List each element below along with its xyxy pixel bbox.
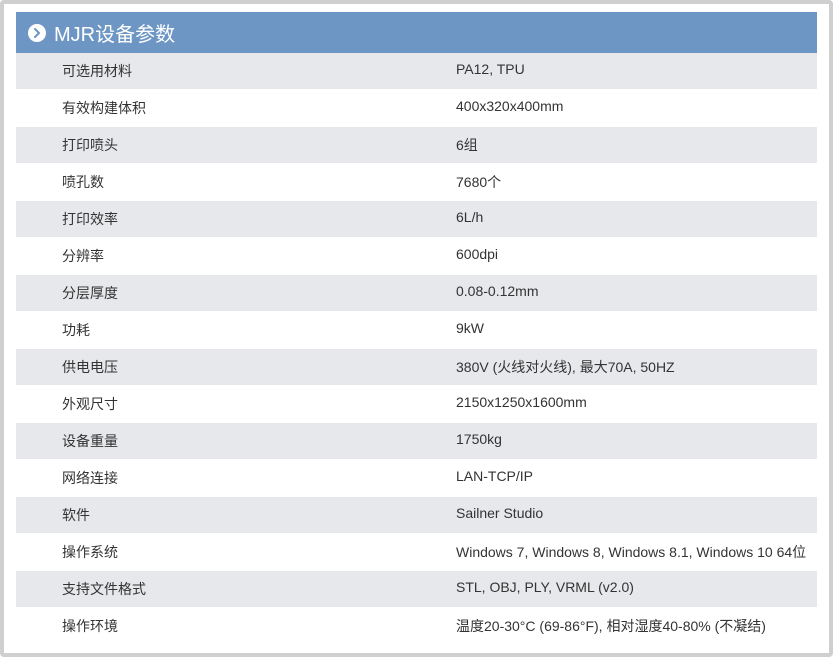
- spec-label: 打印喷头: [16, 127, 446, 163]
- table-row: 软件Sailner Studio: [16, 497, 817, 534]
- table-row: 供电电压380V (火线对火线), 最大70A, 50HZ: [16, 349, 817, 386]
- spec-label: 喷孔数: [16, 164, 446, 200]
- spec-value: 6L/h: [446, 201, 817, 237]
- spec-label: 有效构建体积: [16, 90, 446, 126]
- spec-label: 设备重量: [16, 423, 446, 459]
- spec-label: 功耗: [16, 312, 446, 348]
- table-row: 功耗9kW: [16, 312, 817, 349]
- spec-label: 操作系统: [16, 534, 446, 570]
- spec-value: STL, OBJ, PLY, VRML (v2.0): [446, 571, 817, 607]
- spec-value: PA12, TPU: [446, 53, 817, 89]
- table-row: 设备重量1750kg: [16, 423, 817, 460]
- spec-label: 分辨率: [16, 238, 446, 274]
- spec-label: 供电电压: [16, 349, 446, 385]
- table-row: 操作环境温度20-30°C (69-86°F), 相对湿度40-80% (不凝结…: [16, 608, 817, 645]
- spec-value: Windows 7, Windows 8, Windows 8.1, Windo…: [446, 534, 817, 570]
- spec-value: 9kW: [446, 312, 817, 348]
- table-header: MJR设备参数: [16, 12, 817, 53]
- table-row: 外观尺寸2150x1250x1600mm: [16, 386, 817, 423]
- spec-value: 600dpi: [446, 238, 817, 274]
- table-row: 网络连接LAN-TCP/IP: [16, 460, 817, 497]
- chevron-right-icon: [28, 24, 46, 42]
- spec-label: 外观尺寸: [16, 386, 446, 422]
- table-body: 可选用材料PA12, TPU有效构建体积400x320x400mm打印喷头6组喷…: [16, 53, 817, 645]
- table-row: 操作系统Windows 7, Windows 8, Windows 8.1, W…: [16, 534, 817, 571]
- spec-value: 0.08-0.12mm: [446, 275, 817, 311]
- spec-value: 380V (火线对火线), 最大70A, 50HZ: [446, 349, 817, 385]
- spec-label: 操作环境: [16, 608, 446, 644]
- table-row: 分层厚度0.08-0.12mm: [16, 275, 817, 312]
- spec-label: 支持文件格式: [16, 571, 446, 607]
- spec-value: 温度20-30°C (69-86°F), 相对湿度40-80% (不凝结): [446, 608, 817, 644]
- table-title: MJR设备参数: [54, 18, 175, 47]
- table-row: 可选用材料PA12, TPU: [16, 53, 817, 90]
- spec-label: 可选用材料: [16, 53, 446, 89]
- table-row: 打印效率6L/h: [16, 201, 817, 238]
- table-row: 分辨率600dpi: [16, 238, 817, 275]
- spec-value: Sailner Studio: [446, 497, 817, 533]
- spec-value: 7680个: [446, 164, 817, 200]
- table-row: 喷孔数7680个: [16, 164, 817, 201]
- spec-value: LAN-TCP/IP: [446, 460, 817, 496]
- table-row: 有效构建体积400x320x400mm: [16, 90, 817, 127]
- spec-table-container: MJR设备参数 可选用材料PA12, TPU有效构建体积400x320x400m…: [0, 0, 833, 657]
- spec-label: 打印效率: [16, 201, 446, 237]
- spec-value: 2150x1250x1600mm: [446, 386, 817, 422]
- spec-value: 1750kg: [446, 423, 817, 459]
- table-row: 支持文件格式STL, OBJ, PLY, VRML (v2.0): [16, 571, 817, 608]
- spec-label: 网络连接: [16, 460, 446, 496]
- spec-label: 软件: [16, 497, 446, 533]
- spec-value: 400x320x400mm: [446, 90, 817, 126]
- spec-value: 6组: [446, 127, 817, 163]
- table-row: 打印喷头6组: [16, 127, 817, 164]
- spec-label: 分层厚度: [16, 275, 446, 311]
